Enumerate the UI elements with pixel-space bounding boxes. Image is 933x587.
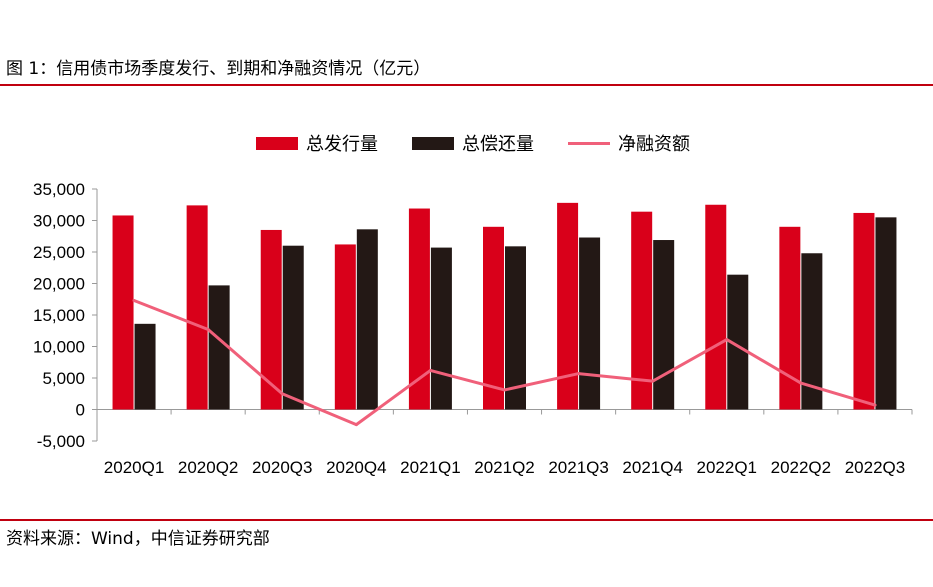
- figure-title: 图 1：信用债市场季度发行、到期和净融资情况（亿元）: [6, 59, 431, 79]
- legend-label-repayment: 总偿还量: [462, 134, 534, 154]
- bar-repayment: [208, 285, 230, 410]
- point-net-financing: [280, 392, 284, 396]
- legend-swatch-repayment: [412, 137, 454, 150]
- legend-item-issuance: 总发行量: [256, 134, 378, 154]
- x-tick-label: 2021Q3: [548, 458, 609, 477]
- legend-label-net-financing: 净融资额: [618, 134, 690, 154]
- x-tick-label: 2022Q1: [697, 458, 758, 477]
- line-net-financing: [132, 299, 877, 427]
- legend-swatch-issuance: [256, 137, 298, 150]
- bar-issuance: [483, 226, 504, 410]
- bar-issuance: [260, 229, 282, 410]
- x-tick-label: 2022Q2: [771, 458, 832, 477]
- bar-issuance: [705, 204, 727, 410]
- point-net-financing: [873, 403, 877, 407]
- chart-area: 总发行量 总偿还量 净融资额 35,000 30,000 25,000 20,000 1…: [33, 134, 913, 477]
- y-tick-label: 0: [76, 401, 85, 420]
- bar-repayment: [505, 246, 526, 410]
- x-tick-label: 2021Q1: [400, 458, 461, 477]
- x-tick-label: 2020Q3: [252, 458, 313, 477]
- x-tick-label: 2021Q4: [622, 458, 683, 477]
- x-tick-label: 2020Q2: [178, 458, 239, 477]
- x-tick-label: 2020Q4: [326, 458, 387, 477]
- x-tick-label: 2022Q3: [845, 458, 906, 477]
- bar-repayment: [875, 217, 897, 410]
- legend: 总发行量 总偿还量 净融资额: [256, 134, 690, 154]
- point-net-financing: [799, 381, 803, 385]
- y-tick-label: 10,000: [33, 338, 85, 357]
- legend-item-repayment: 总偿还量: [412, 134, 534, 154]
- bar-issuance: [112, 215, 134, 410]
- y-tick-label: 35,000: [33, 180, 85, 199]
- y-tick-label: 20,000: [33, 275, 85, 294]
- y-tick-label: 25,000: [33, 243, 85, 262]
- point-net-financing: [651, 379, 655, 383]
- bar-issuance: [853, 212, 875, 410]
- x-tick-label: 2021Q2: [474, 458, 535, 477]
- bar-repayment: [134, 323, 156, 410]
- point-net-financing: [577, 372, 581, 376]
- plot-area: 35,000 30,000 25,000 20,000 15,000 10,000 5,00…: [33, 180, 913, 477]
- point-net-financing: [206, 327, 210, 331]
- x-tick-label: 2020Q1: [104, 458, 165, 477]
- bar-issuance: [408, 208, 430, 410]
- point-net-financing: [428, 368, 432, 372]
- bar-issuance: [334, 244, 356, 410]
- legend-label-issuance: 总发行量: [306, 134, 378, 154]
- legend-item-net-financing: 净融资额: [568, 134, 690, 154]
- bar-repayment: [579, 237, 601, 410]
- point-net-financing: [503, 388, 506, 392]
- bar-repayment: [727, 274, 749, 410]
- bar-repayment: [430, 247, 452, 410]
- bar-issuance: [186, 205, 208, 410]
- y-tick-label: -5,000: [37, 432, 85, 451]
- bar-repayment: [653, 240, 675, 410]
- point-net-financing: [725, 338, 729, 342]
- y-tick-label: 5,000: [42, 369, 85, 388]
- bar-issuance: [557, 202, 579, 410]
- bar-issuance: [779, 226, 801, 410]
- bar-repayment: [356, 229, 378, 410]
- point-net-financing: [132, 299, 136, 303]
- bottom-rule: [0, 519, 933, 521]
- y-tick-label: 30,000: [33, 212, 85, 231]
- point-net-financing: [354, 423, 358, 427]
- source-note: 资料来源：Wind，中信证券研究部: [6, 529, 270, 549]
- bar-issuance: [631, 211, 653, 410]
- bar-repayment: [801, 253, 823, 410]
- top-rule: [0, 84, 933, 86]
- y-tick-label: 15,000: [33, 306, 85, 325]
- bar-repayment: [282, 245, 304, 410]
